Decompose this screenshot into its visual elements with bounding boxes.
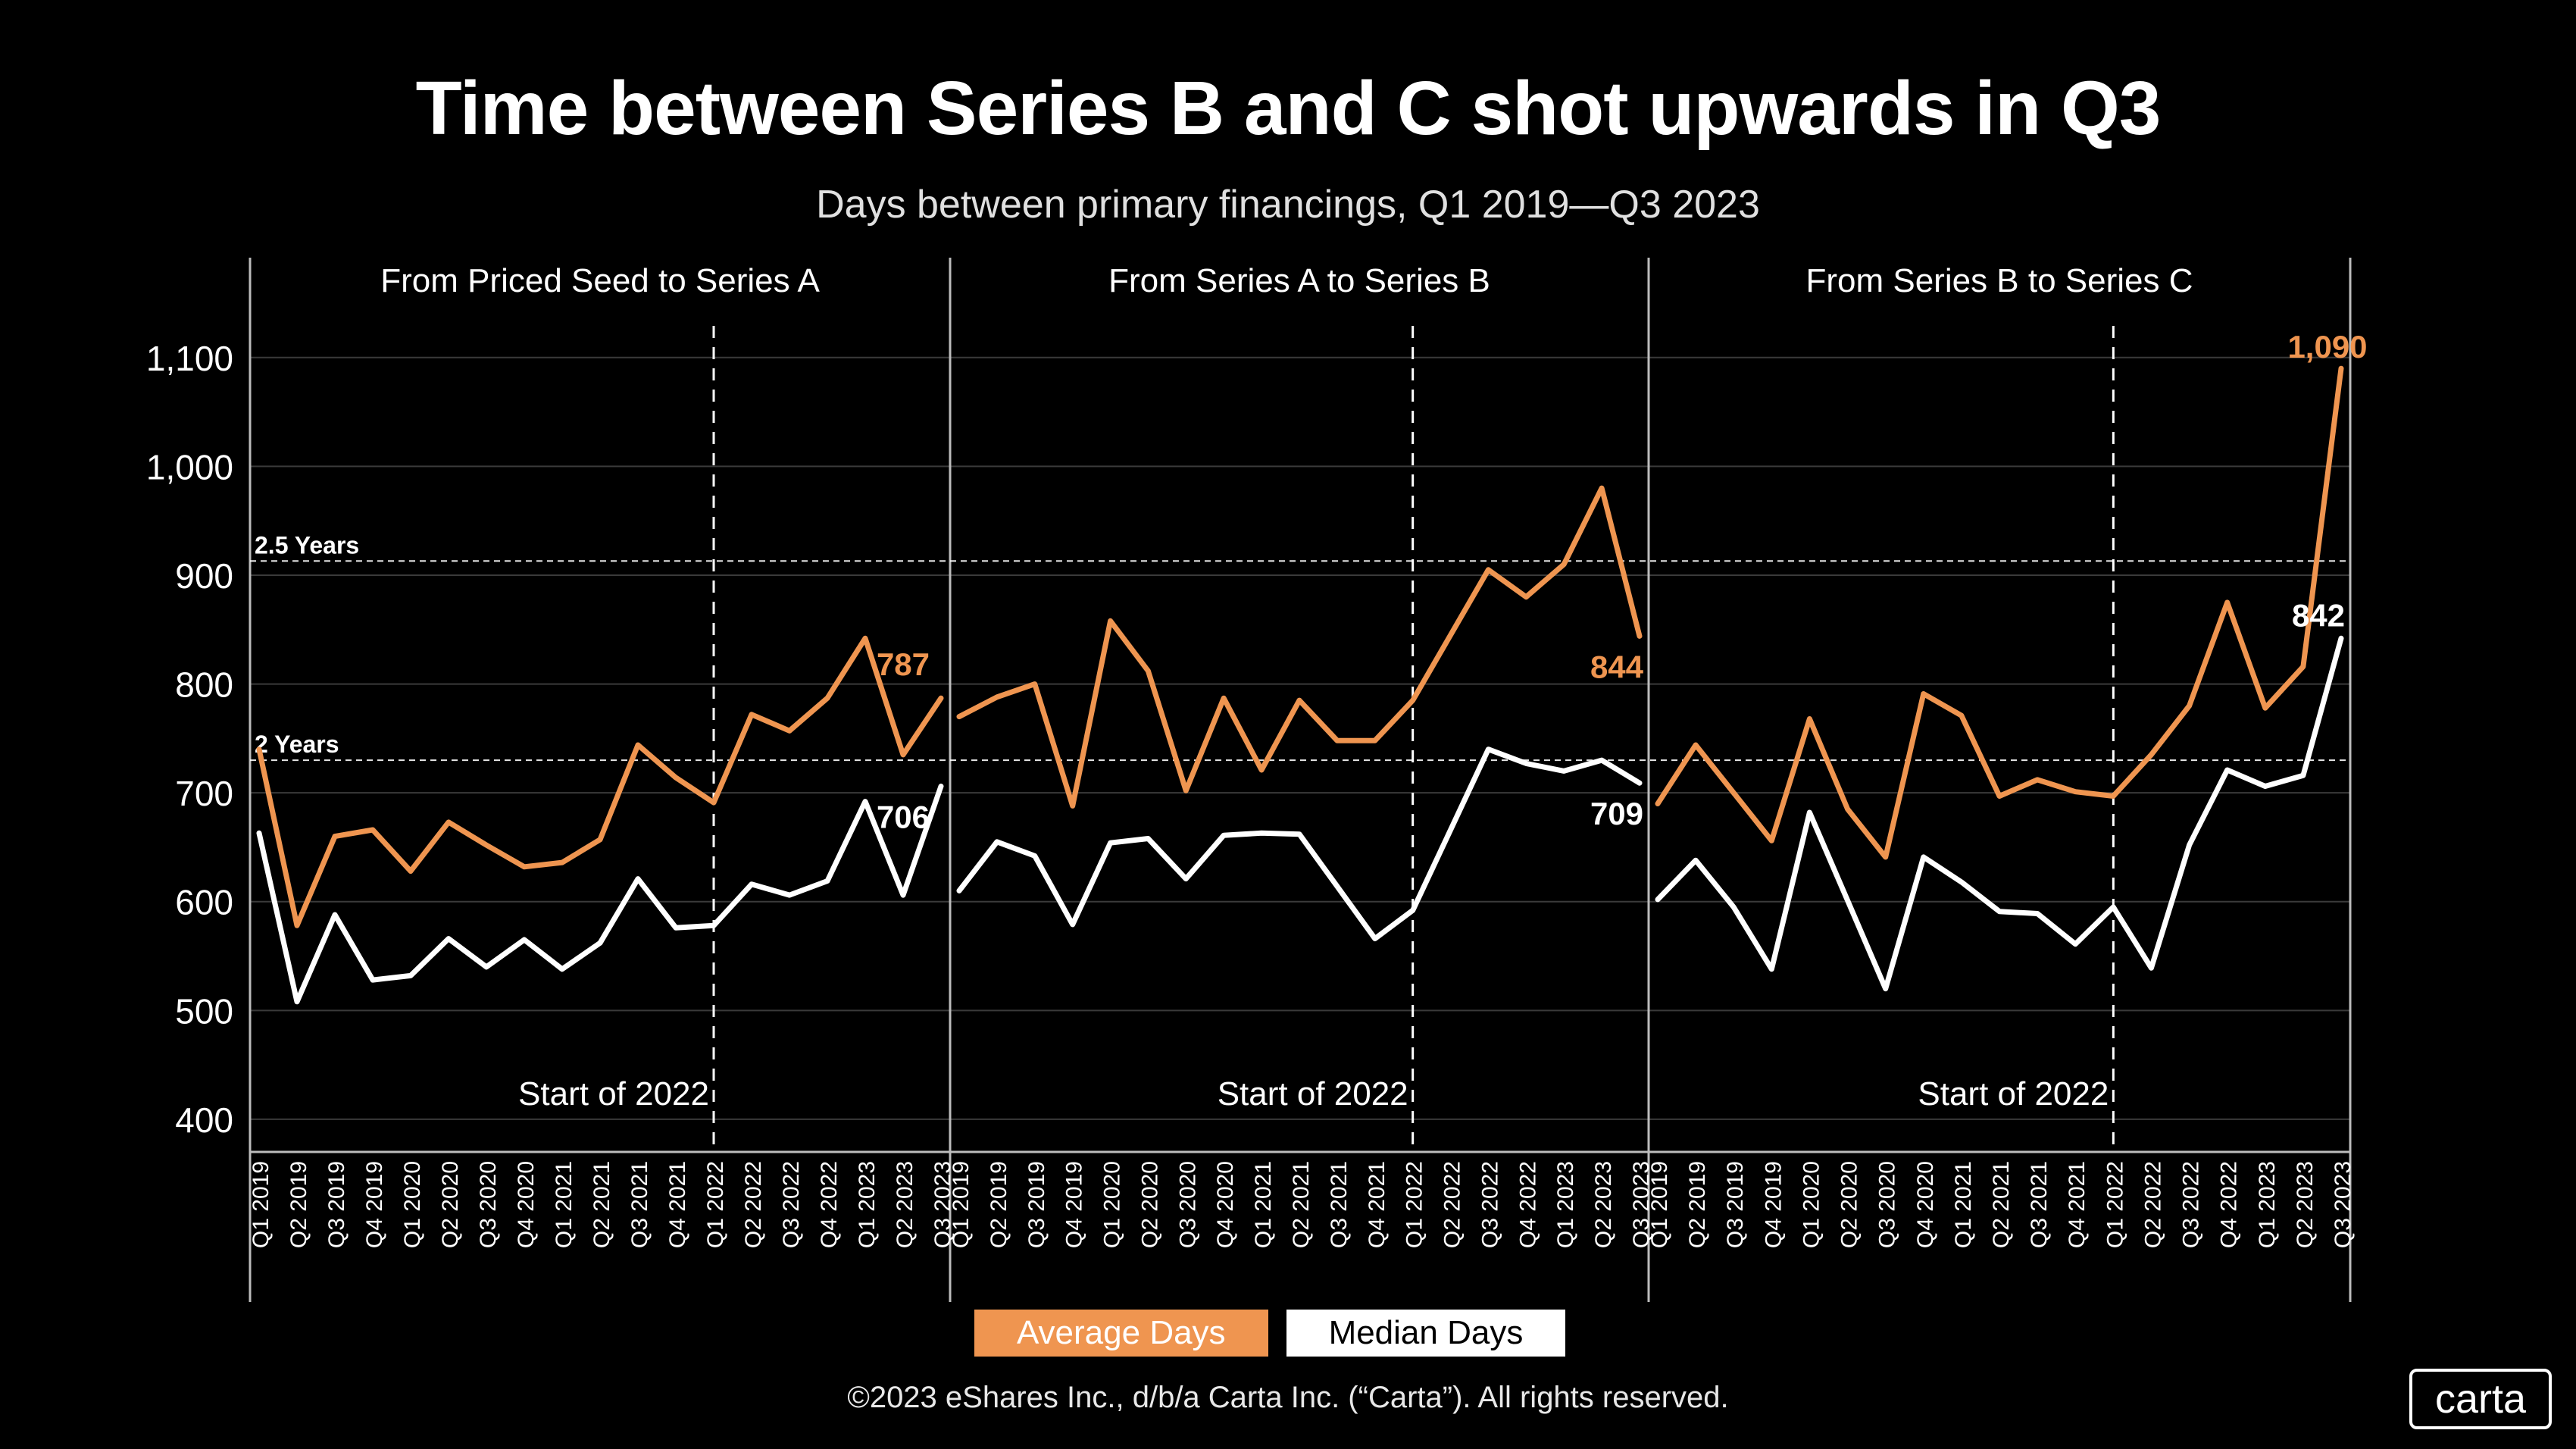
x-tick-label: Q1 2020: [1100, 1161, 1125, 1248]
y-tick-label: 700: [175, 774, 233, 813]
start-2022-label: Start of 2022: [1218, 1075, 1408, 1113]
y-tick-label: 400: [175, 1100, 233, 1140]
x-tick-label: Q2 2023: [1591, 1161, 1616, 1248]
x-tick-label: Q4 2022: [2217, 1161, 2242, 1248]
x-tick-label: Q2 2023: [893, 1161, 918, 1248]
x-tick-label: Q1 2021: [552, 1161, 577, 1248]
average-end-label: 1,090: [2287, 329, 2367, 365]
x-tick-label: Q4 2022: [817, 1161, 842, 1248]
median-end-label: 842: [2292, 597, 2345, 633]
x-tick-label: Q1 2022: [2102, 1161, 2127, 1248]
x-tick-label: Q3 2022: [779, 1161, 804, 1248]
start-2022-label: Start of 2022: [1918, 1075, 2109, 1113]
x-tick-label: Q1 2023: [2255, 1161, 2280, 1248]
median-days-line: [956, 746, 1643, 942]
x-tick-label: Q1 2020: [400, 1161, 425, 1248]
x-tick-label: Q2 2020: [1137, 1161, 1162, 1248]
x-tick-label: Q1 2023: [855, 1161, 880, 1248]
y-tick-label: 1,100: [146, 339, 233, 378]
x-tick-label: Q4 2020: [1913, 1161, 1938, 1248]
x-tick-label: Q3 2019: [1723, 1161, 1748, 1248]
average-days-line: [256, 635, 944, 928]
chart-subtitle: Days between primary financings, Q1 2019…: [816, 183, 1760, 227]
y-tick-label: 1,000: [146, 447, 233, 487]
x-tick-label: Q3 2020: [1175, 1161, 1200, 1248]
x-tick-label: Q2 2019: [986, 1161, 1011, 1248]
line-chart: 400 500 600 700 800 900 1,000 1,100 2.5 Years 2 Y…: [146, 258, 2368, 1302]
average-days-line: [1655, 365, 2344, 860]
x-tick-label: Q2 2023: [2293, 1161, 2318, 1248]
x-tick-label: Q4 2021: [1365, 1161, 1390, 1248]
x-tick-label: Q1 2023: [1553, 1161, 1578, 1248]
y-tick-label: 800: [175, 665, 233, 705]
x-tick-label: Q3 2020: [476, 1161, 501, 1248]
median-days-line: [1655, 635, 2344, 992]
x-tick-label: Q2 2021: [589, 1161, 614, 1248]
x-tick-label: Q4 2019: [362, 1161, 387, 1248]
x-tick-label: Q1 2019: [249, 1161, 274, 1248]
x-tick-label: Q1 2022: [703, 1161, 728, 1248]
y-tick-label: 600: [175, 883, 233, 922]
x-tick-label: Q2 2022: [1440, 1161, 1465, 1248]
x-tick-label: Q2 2021: [1989, 1161, 2014, 1248]
x-tick-label: Q1 2021: [1951, 1161, 1976, 1248]
x-tick-label: Q4 2021: [665, 1161, 690, 1248]
average-end-label: 787: [877, 646, 930, 682]
x-tick-label: Q4 2021: [2065, 1161, 2090, 1248]
copyright-notice: ©2023 eShares Inc., d/b/a Carta Inc. (“C…: [847, 1381, 1729, 1414]
x-tick-label: Q2 2020: [438, 1161, 463, 1248]
x-tick-label: Q2 2022: [741, 1161, 766, 1248]
carta-logo: carta: [2409, 1369, 2552, 1429]
x-tick-label: Q3 2019: [1024, 1161, 1049, 1248]
x-tick-label: Q4 2022: [1515, 1161, 1540, 1248]
x-tick-label: Q1 2019: [1647, 1161, 1672, 1248]
average-days-line: [956, 485, 1643, 809]
median-days-line: [256, 784, 944, 1005]
x-tick-label: Q3 2023: [2331, 1161, 2356, 1248]
x-tick-label: Q1 2021: [1251, 1161, 1276, 1248]
x-tick-label: Q3 2021: [627, 1161, 652, 1248]
x-tick-label: Q2 2019: [1685, 1161, 1710, 1248]
x-tick-label: Q4 2020: [514, 1161, 539, 1248]
x-tick-label: Q2 2022: [2140, 1161, 2165, 1248]
start-2022-label: Start of 2022: [518, 1075, 709, 1113]
x-tick-label: Q3 2023: [1629, 1161, 1654, 1248]
x-tick-label: Q1 2022: [1402, 1161, 1427, 1248]
x-tick-label: Q4 2019: [1062, 1161, 1087, 1248]
x-tick-label: Q2 2020: [1837, 1161, 1862, 1248]
median-end-label: 709: [1590, 796, 1643, 831]
x-tick-label: Q3 2023: [930, 1161, 955, 1248]
average-end-label: 844: [1590, 649, 1644, 684]
x-tick-label: Q3 2022: [1477, 1161, 1502, 1248]
median-end-label: 706: [877, 800, 930, 835]
legend-median-days: Median Days: [1286, 1310, 1566, 1357]
x-tick-label: Q1 2019: [949, 1161, 974, 1248]
chart-title: Time between Series B and C shot upwards…: [415, 66, 2162, 151]
x-tick-label: Q3 2021: [1327, 1161, 1352, 1248]
x-tick-label: Q2 2019: [286, 1161, 311, 1248]
legend-average-days: Average Days: [974, 1310, 1268, 1357]
panel-title: From Series B to Series C: [1805, 262, 2193, 299]
x-tick-label: Q1 2020: [1799, 1161, 1824, 1248]
x-tick-label: Q2 2021: [1289, 1161, 1314, 1248]
panel-title: From Series A to Series B: [1108, 262, 1490, 299]
x-tick-label: Q3 2019: [324, 1161, 349, 1248]
y-tick-label: 900: [175, 556, 233, 596]
x-tick-label: Q4 2020: [1213, 1161, 1238, 1248]
panel-title: From Priced Seed to Series A: [380, 262, 820, 299]
y-tick-label: 500: [175, 991, 233, 1031]
x-tick-label: Q3 2020: [1875, 1161, 1900, 1248]
x-tick-label: Q3 2021: [2027, 1161, 2052, 1248]
x-tick-label: Q4 2019: [1761, 1161, 1786, 1248]
reference-line-label: 2.5 Years: [255, 531, 359, 559]
reference-line-label: 2 Years: [255, 731, 339, 758]
x-tick-label: Q3 2022: [2179, 1161, 2204, 1248]
legend: Average Days Median Days: [974, 1310, 1566, 1357]
